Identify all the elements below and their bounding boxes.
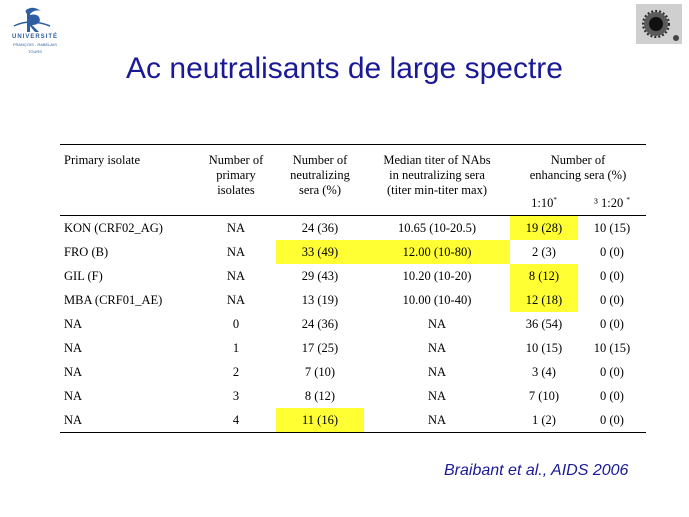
table-row: NA 3 8 (12) NA 7 (10) 0 (0) [60,384,646,408]
cell-enhancing-1-10: 2 (3) [532,244,556,259]
header-primary-isolate: Primary isolate [60,144,196,216]
logo-line-1: UNIVERSITÉ [11,34,58,40]
cell-isolate: GIL (F) [64,268,103,283]
cell-number-isolates: 4 [196,408,276,433]
cell-median-titer: 10.00 (10-40) [402,292,472,307]
cell-enhancing-1-20: 0 (0) [600,388,624,403]
results-table: Primary isolate Number of primary isolat… [60,144,646,433]
cell-number-isolates: NA [226,220,246,235]
cell-enhancing-1-20: 0 (0) [600,364,624,379]
cell-isolate: NA [64,364,83,379]
slide-title: Ac neutralisants de large spectre [126,52,563,85]
cell-isolate: FRO (B) [64,244,109,259]
table-body: KON (CRF02_AG) NA 24 (36) 10.65 (10-20.5) 19… [60,215,646,433]
cell-enhancing-1-20: 0 (0) [578,408,646,433]
logo-line-3: TOURS [28,49,42,54]
cell-neutralizing-sera: 8 (12) [304,388,336,403]
header-neutralizing-sera: Number of neutralizing sera (%) [276,144,364,216]
cell-enhancing-1-20: 0 (0) [600,316,624,331]
cell-neutralizing-sera: 24 (36) [301,220,339,235]
cell-isolate: NA [64,340,83,355]
cell-neutralizing-sera: 13 (19) [301,292,339,307]
cell-enhancing-1-10: 36 (54) [525,316,563,331]
table-row: NA 2 7 (10) NA 3 (4) 0 (0) [60,360,646,384]
cell-enhancing-1-10: 8 (12) [510,264,578,288]
cell-isolate: NA [60,408,196,433]
table-row: FRO (B) NA 33 (49) 12.00 (10-80) 2 (3) 0 (0) [60,240,646,264]
header-enhancing-sera: Number of enhancing sera (%) [510,144,646,193]
cell-enhancing-1-10: 7 (10) [528,388,560,403]
table-row: NA 1 17 (25) NA 10 (15) 10 (15) [60,336,646,360]
cell-enhancing-1-20: 10 (15) [593,340,631,355]
cell-enhancing-1-10: 10 (15) [525,340,563,355]
cell-number-isolates: 2 [232,364,240,379]
cell-number-isolates: 3 [232,388,240,403]
cell-neutralizing-sera: 11 (16) [276,408,364,433]
virion-micrograph-image [636,4,682,44]
citation: Braibant et al., AIDS 2006 [444,462,629,479]
cell-number-isolates: 1 [232,340,240,355]
cell-number-isolates: NA [226,292,246,307]
cell-isolate: MBA (CRF01_AE) [64,292,163,307]
cell-median-titer: NA [427,364,447,379]
cell-enhancing-1-10: 19 (28) [510,215,578,240]
cell-enhancing-1-20: 0 (0) [600,244,624,259]
university-logo: UNIVERSITÉ FRANÇOIS - RABELAIS TOURS [6,6,60,54]
cell-enhancing-1-20: 0 (0) [600,268,624,283]
cell-enhancing-1-20: 10 (15) [593,220,631,235]
cell-enhancing-1-10: 3 (4) [532,364,556,379]
cell-median-titer: 10.65 (10-20.5) [397,220,477,235]
cell-neutralizing-sera: 33 (49) [276,240,364,264]
cell-number-isolates: NA [226,244,246,259]
cell-enhancing-1-10: 12 (18) [510,288,578,312]
header-enhancing-1-10: 1:10* [510,193,578,216]
cell-isolate: NA [64,388,83,403]
table-row: KON (CRF02_AG) NA 24 (36) 10.65 (10-20.5) 19… [60,215,646,240]
table-row: NA 0 24 (36) NA 36 (54) 0 (0) [60,312,646,336]
cell-neutralizing-sera: 29 (43) [301,268,339,283]
cell-neutralizing-sera: 7 (10) [304,364,336,379]
cell-median-titer: NA [427,340,447,355]
cell-number-isolates: 0 [232,316,240,331]
cell-median-titer: 12.00 (10-80) [364,240,510,264]
cell-median-titer: NA [364,408,510,433]
table-row: MBA (CRF01_AE) NA 13 (19) 10.00 (10-40) 12 (… [60,288,646,312]
cell-isolate: KON (CRF02_AG) [64,220,163,235]
table-row: NA 4 11 (16) NA 1 (2) 0 (0) [60,408,646,433]
cell-number-isolates: NA [226,268,246,283]
header-median-titer: Median titer of NAbs in neutralizing ser… [364,144,510,216]
cell-median-titer: NA [427,388,447,403]
logo-line-2: FRANÇOIS - RABELAIS [13,42,57,47]
cell-median-titer: 10.20 (10-20) [402,268,472,283]
table-row: GIL (F) NA 29 (43) 10.20 (10-20) 8 (12) 0 (0) [60,264,646,288]
logo-mark [13,7,51,33]
header-enhancing-1-20: ³ 1:20 * [578,193,646,216]
cell-median-titer: NA [427,316,447,331]
cell-neutralizing-sera: 17 (25) [301,340,339,355]
header-number-isolates: Number of primary isolates [196,144,276,216]
cell-enhancing-1-20: 0 (0) [600,292,624,307]
cell-isolate: NA [64,316,83,331]
cell-enhancing-1-10: 1 (2) [510,408,578,433]
cell-neutralizing-sera: 24 (36) [301,316,339,331]
